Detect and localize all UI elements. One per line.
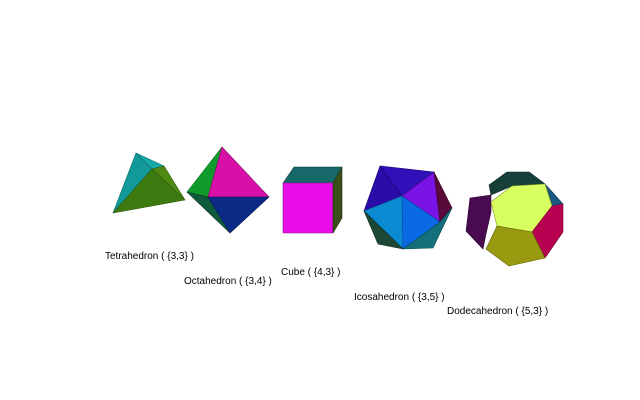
cube-shape [282,166,343,234]
octahedron-label: Octahedron ( {3,4} ) [184,276,272,287]
dodecahedron-label: Dodecahedron ( {5,3} ) [447,306,549,317]
tetrahedron-face-right [151,165,186,201]
cube-face-top [282,166,343,184]
icosahedron-label: Icosahedron ( {3,5} ) [354,292,445,303]
tetrahedron-shape [112,152,186,214]
octahedron-shape [186,146,270,234]
dodecahedron-shape [465,171,564,267]
dodecahedron-face-right [531,203,564,259]
icosahedron-face-bottom-right [402,207,453,250]
icosahedron-shape [363,165,453,250]
icosahedron-face-bottom-left [363,210,404,250]
cube-face-front [282,182,334,234]
dodecahedron-face-left [465,194,492,250]
octahedron-face-lower-front [207,196,270,234]
cube-label: Cube ( {4,3} ) [281,267,341,278]
cube-face-right [332,166,343,234]
tetrahedron-label: Tetrahedron ( {3,3} ) [105,251,194,262]
dodecahedron-face-bottom [485,225,546,267]
